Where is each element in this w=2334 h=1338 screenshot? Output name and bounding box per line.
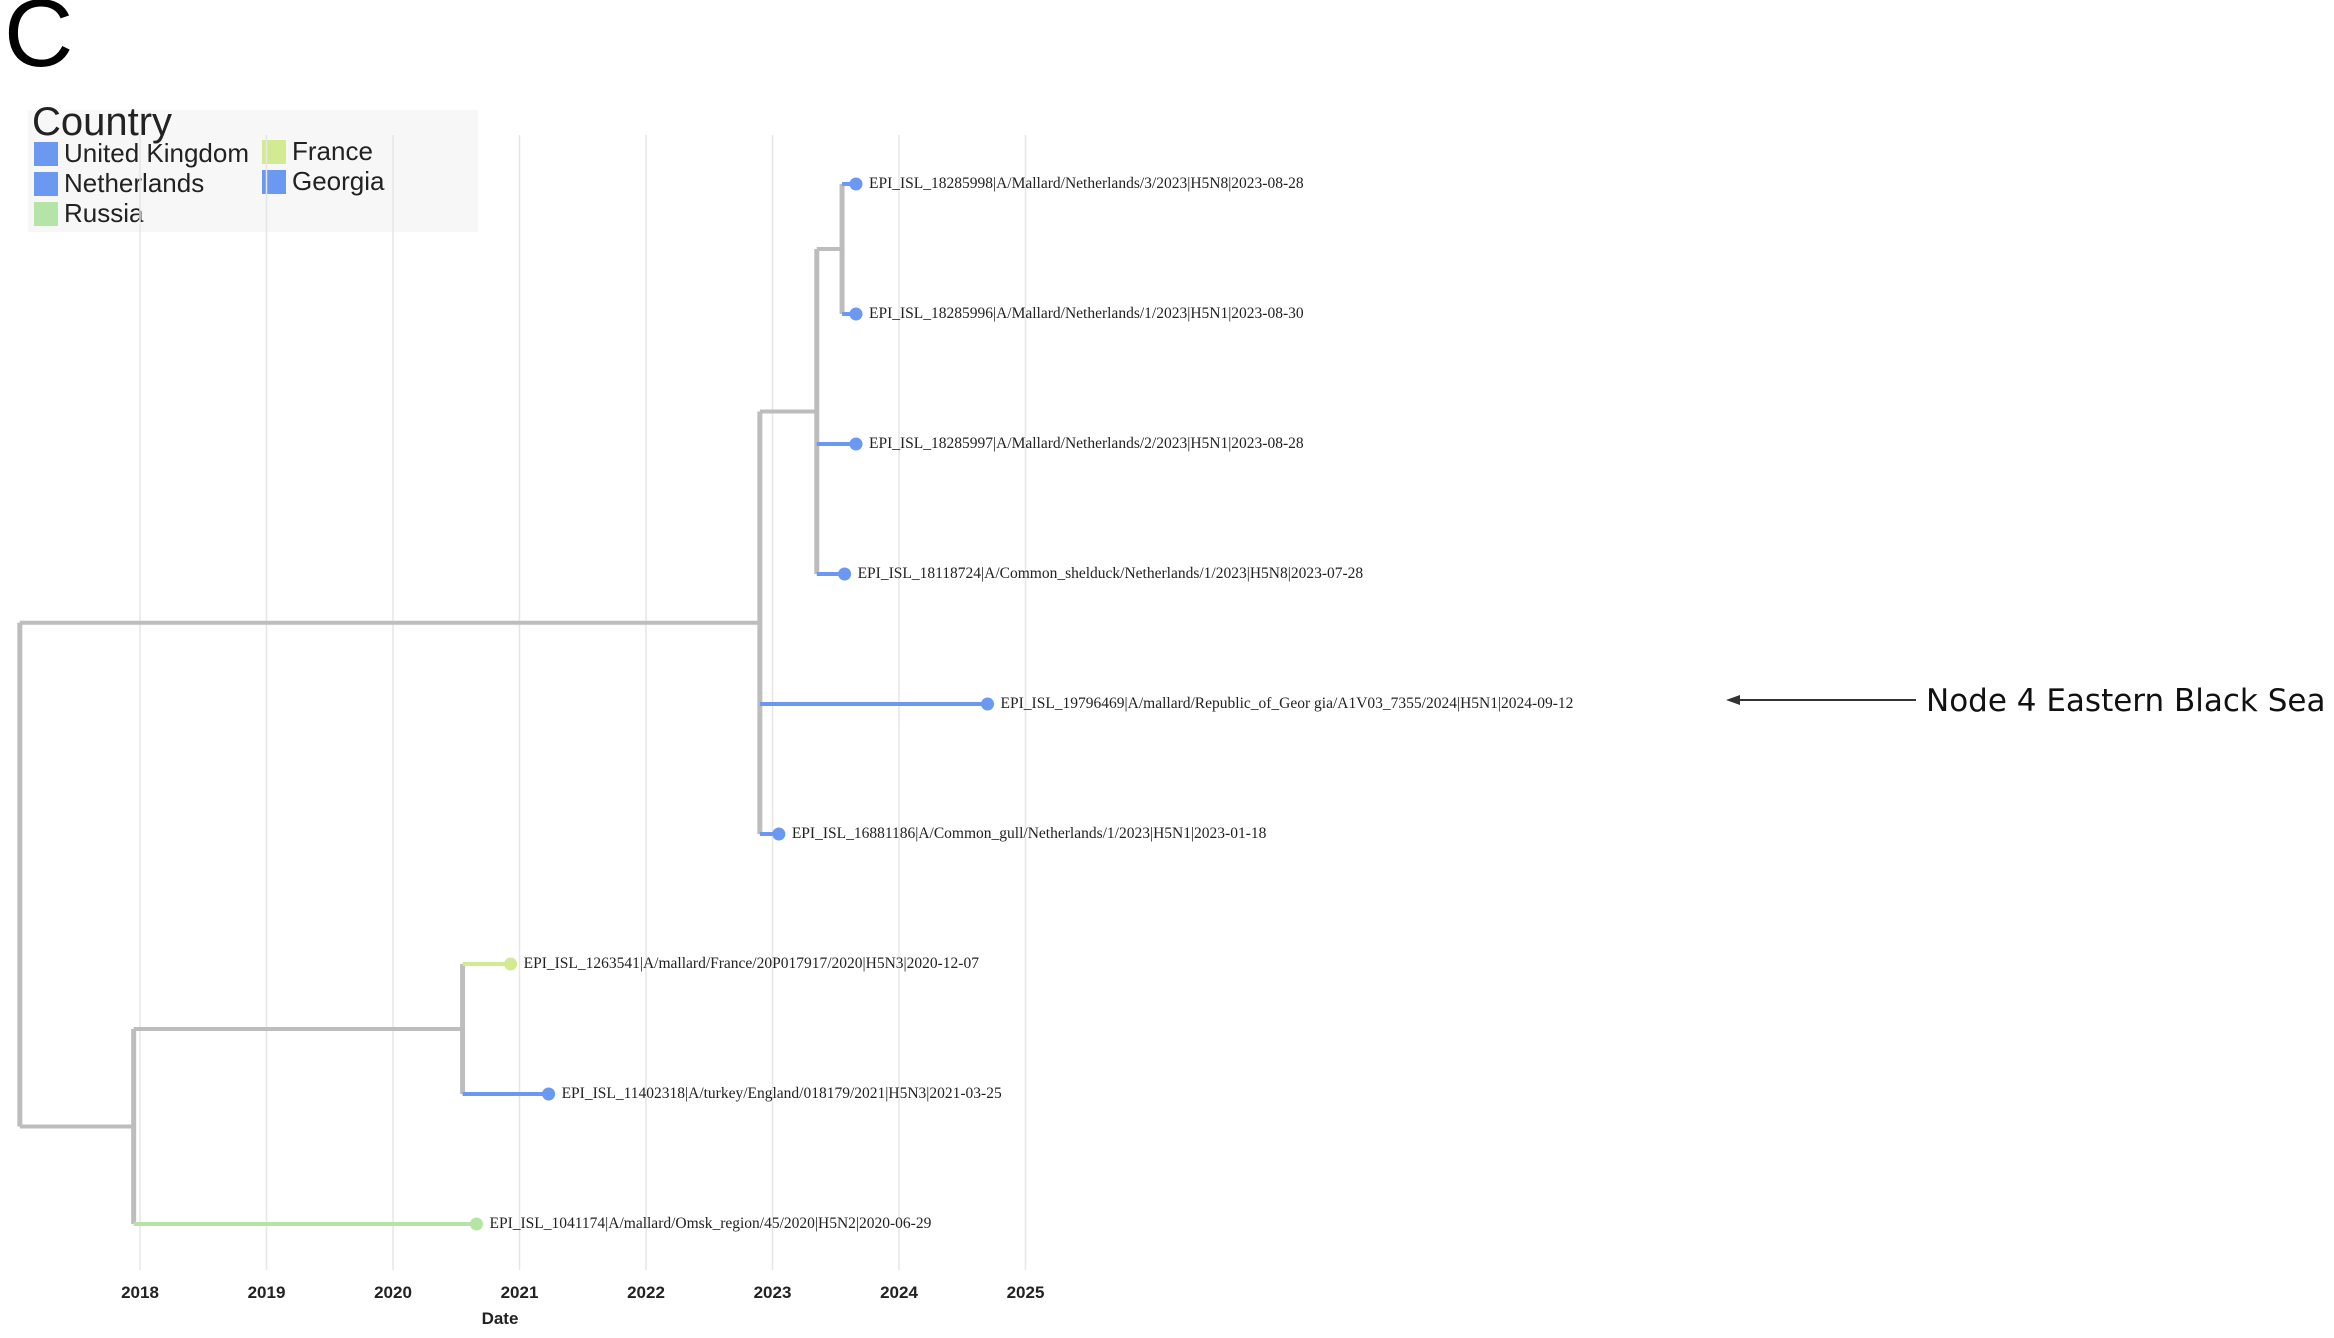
tip-label: EPI_ISL_19796469|A/mallard/Republic_of_G… — [1001, 695, 1574, 712]
x-tick-label: 2025 — [1007, 1283, 1045, 1302]
tip-marker — [504, 957, 518, 971]
x-axis-title: Date — [482, 1309, 519, 1328]
panel-letter: C — [4, 0, 74, 87]
tip-label: EPI_ISL_18285998|A/Mallard/Netherlands/3… — [869, 175, 1304, 192]
legend-label: Netherlands — [64, 168, 205, 198]
legend-label: Georgia — [292, 166, 385, 196]
tip-marker — [838, 567, 852, 581]
tip-label: EPI_ISL_18118724|A/Common_shelduck/Nethe… — [858, 565, 1364, 582]
annotation: Node 4 Eastern Black Sea — [1726, 683, 2325, 719]
legend-swatch — [34, 171, 58, 196]
legend-panel — [28, 110, 478, 232]
time-axis: 2018 2019 2020 2021 2022 2023 2024 2025 Date — [121, 1283, 1044, 1328]
tips: EPI_ISL_18285998|A/Mallard/Netherlands/3… — [469, 175, 1574, 1232]
branches — [17, 182, 988, 1226]
tip-marker — [542, 1087, 556, 1101]
tip-marker — [849, 177, 863, 191]
tip-label: EPI_ISL_18285997|A/Mallard/Netherlands/2… — [869, 435, 1304, 452]
legend-label: United Kingdom — [64, 138, 249, 168]
legend-swatch — [34, 201, 58, 226]
legend-label: France — [292, 136, 373, 166]
legend-title: Country — [32, 100, 173, 144]
tip-marker — [849, 307, 863, 321]
x-tick-label: 2023 — [754, 1283, 792, 1302]
x-tick-label: 2021 — [501, 1283, 539, 1302]
tip-label: EPI_ISL_1263541|A/mallard/France/20P0179… — [524, 955, 980, 972]
legend-item-united-kingdom: United Kingdom — [34, 138, 249, 169]
x-tick-label: 2018 — [121, 1283, 159, 1302]
tip-marker — [469, 1217, 483, 1231]
x-tick-label: 2019 — [248, 1283, 286, 1302]
tip-label: EPI_ISL_16881186|A/Common_gull/Netherlan… — [792, 825, 1267, 842]
tip-marker — [849, 437, 863, 451]
x-tick-label: 2024 — [880, 1283, 918, 1302]
annotation-arrowhead — [1726, 695, 1740, 705]
legend-item-netherlands: Netherlands — [34, 168, 204, 199]
annotation-label: Node 4 Eastern Black Sea — [1926, 683, 2325, 719]
x-tick-label: 2022 — [627, 1283, 665, 1302]
tip-marker — [981, 697, 995, 711]
legend-label: Russia — [64, 198, 144, 228]
tip-label: EPI_ISL_18285996|A/Mallard/Netherlands/1… — [869, 305, 1304, 322]
x-tick-label: 2020 — [374, 1283, 412, 1302]
legend-swatch — [34, 141, 58, 166]
legend-item-russia: Russia — [34, 198, 143, 229]
tip-marker — [772, 827, 786, 841]
tip-label: EPI_ISL_1041174|A/mallard/Omsk_region/45… — [489, 1215, 931, 1232]
tip-label: EPI_ISL_11402318|A/turkey/England/018179… — [562, 1085, 1002, 1102]
